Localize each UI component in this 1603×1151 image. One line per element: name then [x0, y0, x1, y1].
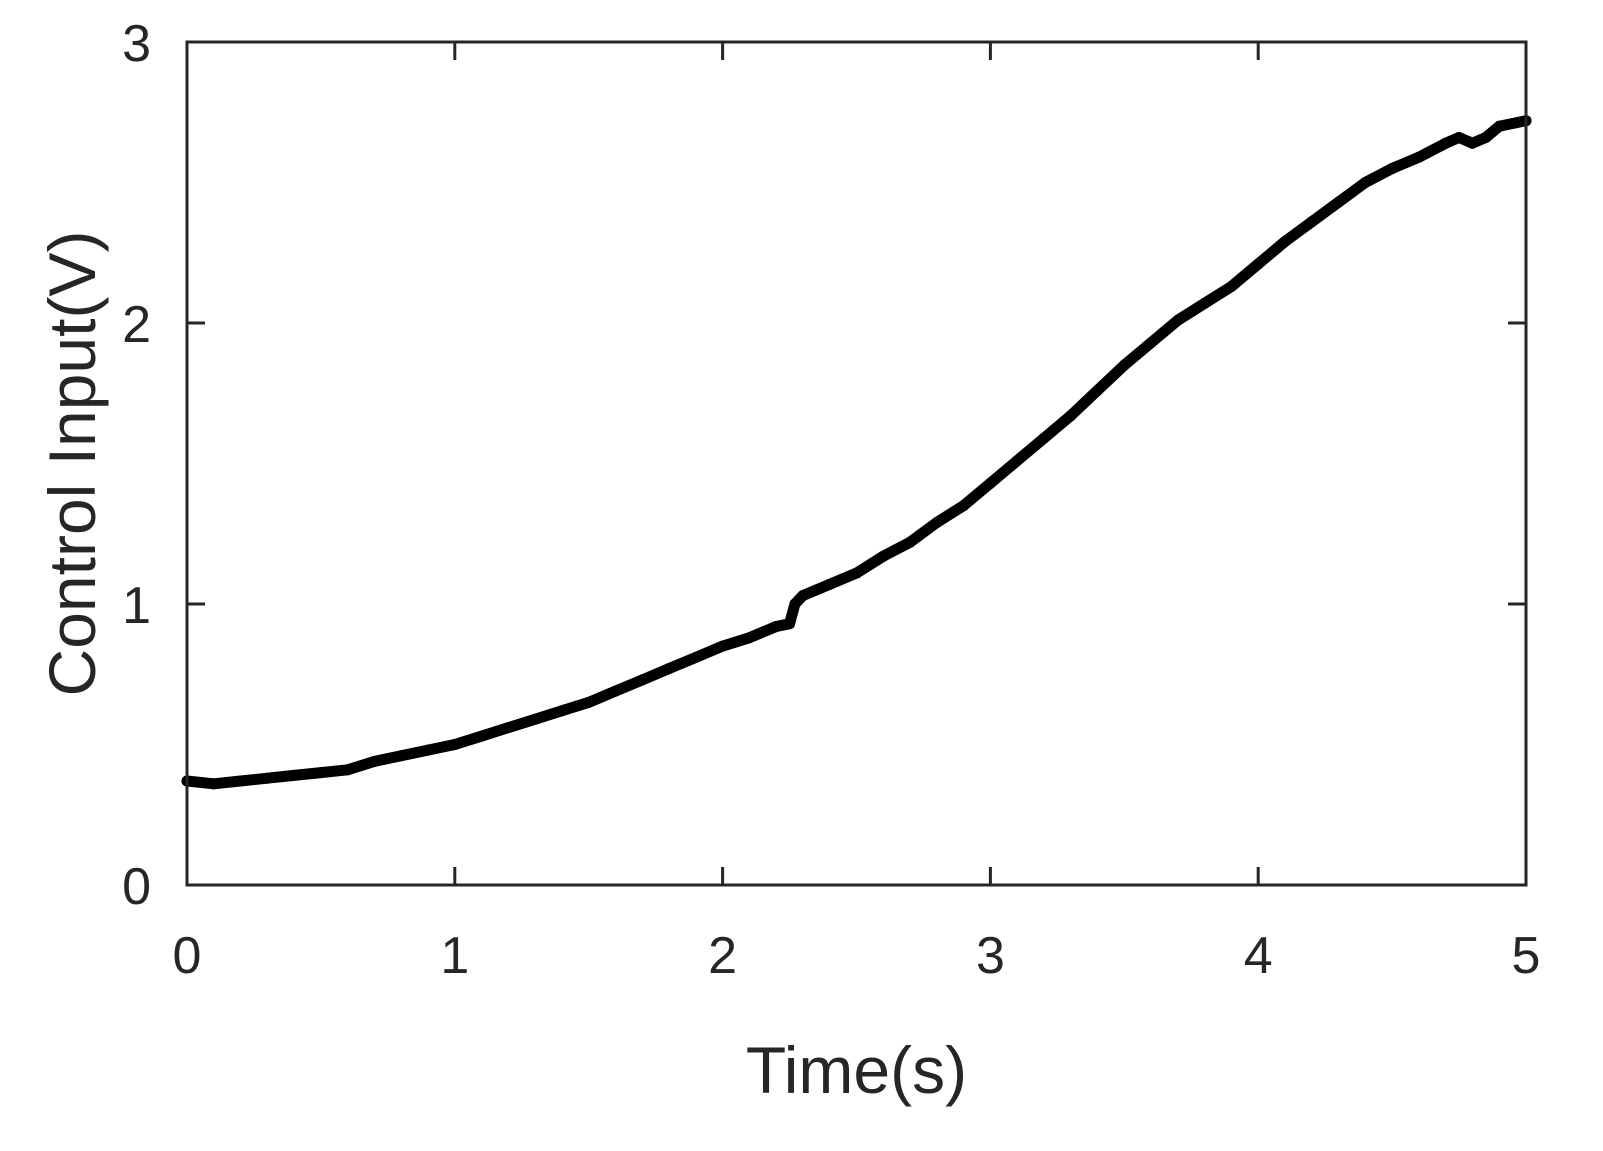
series-point [610, 685, 621, 697]
series-point [789, 598, 801, 610]
series-point [342, 764, 354, 776]
series-point [208, 778, 220, 790]
series-point [583, 696, 595, 708]
series-point [904, 536, 916, 548]
y-tick-label: 2 [122, 296, 151, 354]
series-point [502, 722, 514, 734]
x-tick-label: 5 [1512, 927, 1541, 985]
x-tick-label: 4 [1244, 927, 1273, 985]
series-point [1466, 137, 1478, 149]
y-tick-label: 3 [122, 15, 151, 73]
plot-frame [185, 40, 1528, 887]
series-point [663, 663, 675, 675]
series-point [1480, 132, 1492, 143]
series-point [556, 705, 568, 717]
series-point [235, 775, 247, 787]
series-point [770, 621, 782, 632]
series-point [449, 739, 461, 750]
series-point [1225, 281, 1237, 292]
series-point [1199, 297, 1211, 309]
series-point [1333, 196, 1344, 208]
series-point [288, 769, 300, 781]
x-tick-label: 3 [976, 927, 1005, 985]
series-point [529, 713, 541, 725]
series-point [1440, 137, 1452, 149]
series-point [261, 772, 273, 784]
series-point [717, 640, 729, 652]
series-point [369, 755, 380, 767]
series-point [690, 651, 702, 663]
series-point [743, 632, 755, 644]
series-layer [181, 115, 1532, 790]
series-point [1118, 359, 1130, 371]
series-point [1145, 337, 1157, 349]
series-point [797, 590, 809, 602]
y-tick-label: 0 [122, 858, 151, 916]
y-axis-label: Control Input(V) [35, 231, 109, 697]
x-tick-label: 0 [173, 927, 202, 985]
x-axis-label: Time(s) [746, 1033, 967, 1107]
series-point [476, 730, 488, 742]
series-point [1279, 236, 1291, 247]
series-point [1386, 163, 1398, 174]
series-point [958, 500, 970, 512]
series-point [395, 750, 407, 762]
y-tick-label: 1 [122, 577, 151, 635]
series-point [422, 744, 434, 756]
x-tick-label: 2 [708, 927, 737, 985]
x-tick-label: 1 [440, 927, 469, 985]
series-point [1413, 151, 1425, 163]
series-point [636, 674, 648, 686]
series-point [1493, 120, 1505, 132]
series-point [1011, 455, 1023, 467]
series-point [784, 618, 796, 630]
series-point [984, 477, 996, 489]
series-point [1453, 132, 1465, 143]
series-point [315, 767, 327, 779]
tick-labels-layer: 0 1 2 3 4 5 0 1 2 3 [122, 15, 1540, 985]
series-point [1252, 258, 1264, 270]
series-point [877, 550, 889, 562]
series-point [1172, 314, 1184, 326]
series-point [1038, 432, 1050, 444]
series-point [1092, 384, 1103, 396]
series-point [824, 578, 836, 590]
series-point [1359, 177, 1371, 188]
series-point [851, 567, 862, 579]
series-point [1306, 216, 1318, 228]
series-point [931, 517, 943, 528]
series-point [1065, 410, 1077, 422]
